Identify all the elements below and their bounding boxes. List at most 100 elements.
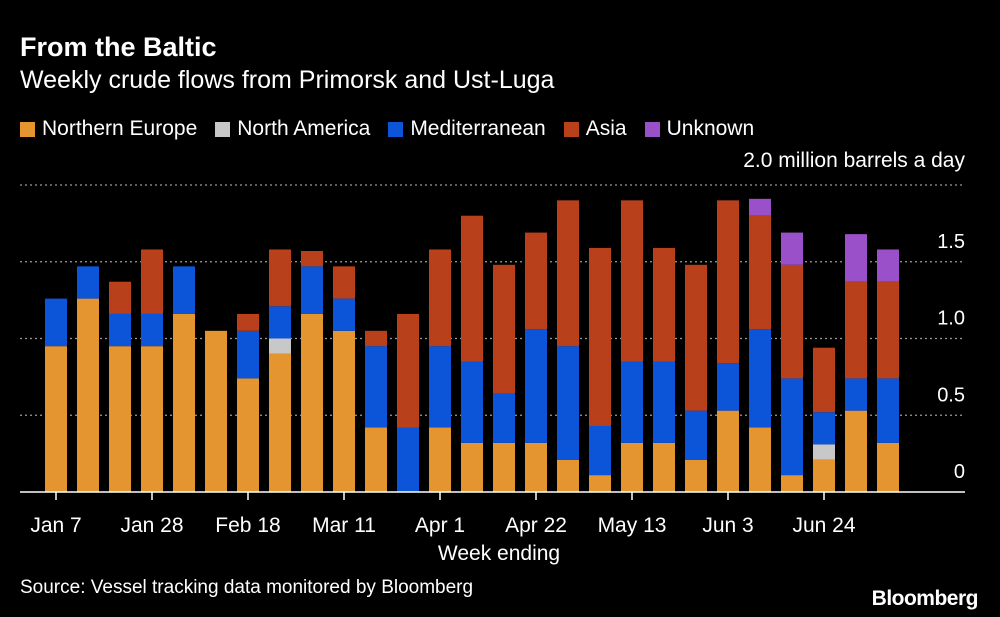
bar-segment-mediterranean [269,306,291,339]
bar-segment-north-america [269,338,291,354]
bar-segment-mediterranean [557,346,579,460]
x-tick-label: Jun 24 [792,514,855,537]
bar-segment-mediterranean [781,378,803,476]
bar-segment-unknown [877,249,899,282]
bar-segment-mediterranean [845,378,867,411]
bar-segment-northern-europe [237,378,259,492]
bar-segment-asia [301,251,323,267]
legend-label: Northern Europe [42,117,198,140]
bar-segment-asia [717,200,739,364]
chart-subtitle: Weekly crude flows from Primorsk and Ust… [20,66,555,94]
x-tick-label: Apr 1 [415,514,465,537]
bar-segment-unknown [749,198,771,216]
bar-segment-mediterranean [525,329,547,443]
bar-segment-northern-europe [301,313,323,492]
legend-item-asia: Asia [563,117,627,141]
bar-segment-unknown [845,234,867,282]
bar-segment-asia [589,247,611,426]
bar-segment-northern-europe [429,427,451,492]
bar-segment-northern-europe [845,410,867,492]
bar-segment-mediterranean [429,346,451,428]
bar-segment-northern-europe [365,427,387,492]
legend-label: Asia [585,117,627,140]
bar-segment-asia [653,247,675,362]
bar-segment-northern-europe [333,330,355,492]
chart-title: From the Baltic [20,32,217,62]
bar-segment-mediterranean [237,330,259,379]
bar-segment-mediterranean [173,266,195,314]
bloomberg-logo: Bloomberg [871,587,979,610]
legend-label: Unknown [666,117,755,140]
bar-segment-mediterranean [109,313,131,347]
bar-segment-asia [109,281,131,314]
bar-segment-asia [557,200,579,347]
unit-label: 2.0 million barrels a day [743,149,965,172]
bar-segment-mediterranean [877,378,899,443]
bar-segment-asia [429,249,451,347]
legend-item-northern-europe: Northern Europe [20,117,197,141]
x-tick-label: Jun 3 [702,514,753,537]
y-tick-label: 1.0 [937,308,965,330]
bar-segment-mediterranean [365,346,387,428]
bar-segment-mediterranean [717,363,739,411]
bar-segment-northern-europe [813,459,835,492]
bar-segment-northern-europe [269,353,291,492]
bar-segment-asia [749,215,771,330]
bar-segment-asia [397,313,419,428]
legend-label: North America [237,117,371,140]
bar-segment-mediterranean [493,393,515,443]
bar-segment-mediterranean [397,427,419,492]
legend-swatch [563,121,579,137]
x-tick-label: Apr 22 [505,514,567,537]
bar-segment-mediterranean [589,425,611,476]
legend-swatch [20,121,35,137]
bar-segment-northern-europe [685,459,707,492]
legend: Northern Europe North America Mediterran… [20,117,754,141]
bar-segment-mediterranean [621,361,643,443]
bar-segment-northern-europe [205,330,227,492]
x-tick-label: Jan 28 [120,514,183,537]
source-note: Source: Vessel tracking data monitored b… [20,577,474,598]
bar-segment-mediterranean [45,298,67,347]
bar-segment-northern-europe [493,442,515,492]
bar-segment-northern-europe [877,442,899,492]
bar-segment-northern-europe [45,346,67,492]
bar-segment-mediterranean [813,412,835,445]
bar-segment-northern-europe [557,459,579,492]
bar-segment-northern-europe [653,442,675,492]
legend-swatch [215,121,231,137]
bar-segment-asia [877,281,899,379]
y-tick-label: 1.5 [937,231,965,253]
x-tick-label: Jan 7 [30,514,81,537]
bar-segment-mediterranean [685,410,707,460]
bar-segment-asia [781,264,803,379]
legend-item-mediterranean: Mediterranean [388,117,546,141]
bar-segment-asia [461,215,483,362]
bar-segment-asia [685,264,707,411]
bar-segment-northern-europe [525,442,547,492]
bar-segment-unknown [781,232,803,265]
bar-segment-northern-europe [173,313,195,492]
x-axis-title: Week ending [438,542,560,565]
bar-segment-asia [845,281,867,379]
bar-segment-asia [493,264,515,394]
bar-segment-asia [333,266,355,299]
bar-segment-north-america [813,444,835,460]
bar-segment-northern-europe [749,427,771,492]
bar-segment-mediterranean [749,329,771,428]
bar-segment-mediterranean [653,361,675,443]
bar-segment-asia [525,232,547,330]
bar-segment-asia [269,249,291,307]
legend-swatch [644,121,660,137]
bar-segment-asia [141,249,163,314]
legend-label: Mediterranean [410,117,546,140]
bar-segment-asia [237,313,259,331]
y-tick-label: 0.5 [937,384,965,406]
y-tick-label: 0 [954,461,965,483]
x-tick-label: Feb 18 [215,514,280,537]
bar-segment-mediterranean [77,266,99,299]
bar-segment-mediterranean [333,298,355,331]
legend-item-north-america: North America [215,117,370,141]
legend-swatch [388,121,404,137]
